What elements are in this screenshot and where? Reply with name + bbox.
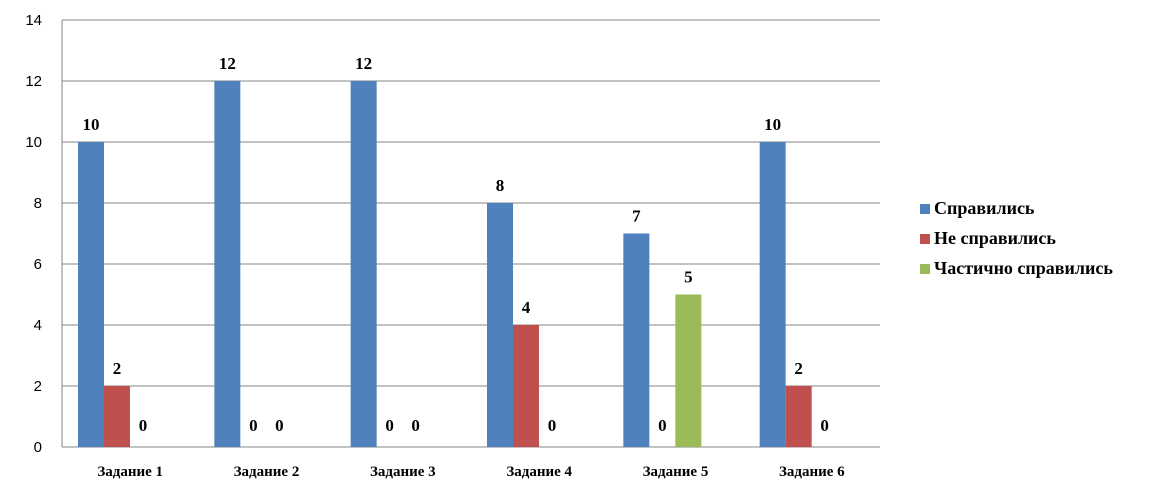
data-label: 10	[764, 115, 781, 134]
y-tick-label: 0	[34, 439, 42, 456]
data-label: 12	[355, 54, 372, 73]
data-label: 2	[113, 359, 122, 378]
legend-label: Частично справились	[934, 258, 1113, 278]
x-category-label: Задание 4	[506, 464, 572, 480]
data-label: 0	[548, 416, 557, 435]
bar	[487, 203, 513, 447]
y-tick-label: 14	[25, 12, 42, 29]
data-label: 2	[794, 359, 803, 378]
legend-label: Не справились	[934, 228, 1056, 248]
data-label: 0	[275, 416, 284, 435]
bar	[785, 386, 812, 447]
legend: Справились Не справились Частично справили…	[920, 198, 1113, 278]
bar	[78, 142, 104, 447]
x-axis-categories: Задание 1 Задание 2 Задание 3 Задание 4 Зада…	[97, 464, 845, 480]
x-category-label: Задание 3	[370, 464, 436, 480]
bar	[104, 386, 130, 447]
legend-swatch	[920, 204, 930, 214]
y-tick-label: 2	[34, 378, 42, 395]
grid-lines	[61, 19, 880, 448]
data-label: 12	[219, 54, 236, 73]
legend-label: Справились	[934, 198, 1035, 218]
data-label: 0	[249, 416, 258, 435]
bar	[350, 81, 377, 447]
y-tick-label: 4	[34, 317, 42, 334]
x-category-label: Задание 1	[97, 464, 163, 480]
x-category-label: Задание 2	[234, 464, 300, 480]
y-tick-label: 12	[25, 73, 42, 90]
data-label: 0	[139, 416, 148, 435]
data-label: 7	[632, 207, 641, 226]
legend-swatch	[920, 234, 930, 244]
data-label: 4	[522, 298, 531, 317]
data-label: 0	[385, 416, 394, 435]
x-category-label: Задание 6	[779, 464, 845, 480]
data-label: 0	[411, 416, 420, 435]
data-label: 10	[83, 115, 100, 134]
x-category-label: Задание 5	[643, 464, 709, 480]
legend-swatch	[920, 264, 930, 274]
data-label: 8	[496, 176, 505, 195]
bar	[759, 142, 786, 447]
bars	[78, 81, 812, 447]
bar	[623, 233, 650, 447]
bar	[214, 81, 241, 447]
data-label: 0	[658, 416, 667, 435]
y-tick-label: 10	[25, 134, 42, 151]
data-label: 0	[820, 416, 829, 435]
bar	[675, 294, 702, 447]
y-axis-ticks: 0 2 4 6 8 10 12 14	[25, 12, 42, 456]
data-label: 5	[684, 268, 693, 287]
y-tick-label: 8	[34, 195, 42, 212]
bar	[513, 325, 539, 447]
y-tick-label: 6	[34, 256, 42, 273]
